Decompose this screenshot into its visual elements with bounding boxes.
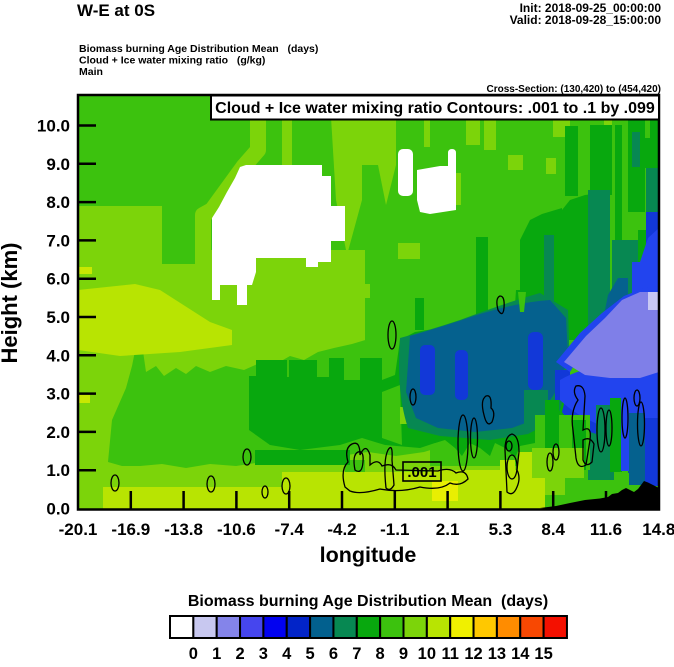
svg-text:Valid: 2018-09-28_15:00:00: Valid: 2018-09-28_15:00:00 — [510, 13, 662, 27]
svg-text:8: 8 — [376, 645, 385, 663]
svg-text:9: 9 — [399, 645, 408, 663]
svg-text:10.0: 10.0 — [37, 117, 70, 136]
svg-text:7.0: 7.0 — [46, 231, 70, 250]
svg-text:-16.9: -16.9 — [111, 520, 150, 539]
svg-text:11: 11 — [441, 645, 458, 663]
svg-text:14: 14 — [511, 645, 530, 663]
svg-text:4: 4 — [282, 645, 292, 663]
svg-text:1.0: 1.0 — [46, 461, 70, 480]
svg-text:8.0: 8.0 — [46, 193, 70, 212]
svg-text:3: 3 — [259, 645, 268, 663]
svg-text:5.0: 5.0 — [46, 308, 70, 327]
svg-text:0.0: 0.0 — [46, 500, 70, 519]
svg-text:Biomass burning Age Distributi: Biomass burning Age Distribution Mean (d… — [188, 593, 548, 610]
svg-text:Height (km): Height (km) — [0, 243, 22, 364]
svg-text:11.6: 11.6 — [590, 520, 622, 539]
svg-text:2: 2 — [235, 645, 244, 663]
svg-text:9.0: 9.0 — [46, 155, 70, 174]
svg-text:3.0: 3.0 — [46, 385, 70, 404]
svg-text:-13.8: -13.8 — [164, 520, 203, 539]
svg-text:2.0: 2.0 — [46, 423, 70, 442]
svg-text:7: 7 — [352, 645, 361, 663]
svg-text:W-E at 0S: W-E at 0S — [77, 1, 155, 20]
svg-text:12: 12 — [464, 645, 482, 663]
svg-text:Main: Main — [79, 66, 103, 78]
svg-text:-20.1: -20.1 — [59, 520, 98, 539]
svg-text:longitude: longitude — [320, 543, 417, 567]
svg-text:5.3: 5.3 — [489, 520, 513, 539]
svg-text:Biomass burning Age Distributi: Biomass burning Age Distribution Mean (d… — [79, 43, 318, 55]
svg-text:-4.2: -4.2 — [327, 520, 356, 539]
svg-text:0: 0 — [189, 645, 198, 663]
svg-text:10: 10 — [418, 645, 436, 663]
svg-text:6: 6 — [329, 645, 338, 663]
svg-text:Cloud + Ice water mixing ratio: Cloud + Ice water mixing ratio Contours:… — [215, 100, 655, 117]
svg-text:-10.6: -10.6 — [217, 520, 256, 539]
svg-text:.001: .001 — [407, 464, 436, 481]
svg-text:8.4: 8.4 — [541, 520, 565, 539]
svg-text:Cross-Section: (130,420) to (4: Cross-Section: (130,420) to (454,420) — [486, 84, 661, 95]
svg-text:15: 15 — [534, 645, 552, 663]
svg-text:-1.1: -1.1 — [380, 520, 409, 539]
svg-text:2.1: 2.1 — [436, 520, 460, 539]
svg-text:5: 5 — [306, 645, 315, 663]
svg-text:13: 13 — [488, 645, 506, 663]
svg-text:4.0: 4.0 — [46, 346, 70, 365]
svg-text:Cloud + Ice water mixing ratio: Cloud + Ice water mixing ratio (g/kg) — [79, 55, 265, 67]
svg-text:Init: 2018-09-25_00:00:00: Init: 2018-09-25_00:00:00 — [520, 1, 662, 15]
svg-text:1: 1 — [212, 645, 221, 663]
svg-text:14.8: 14.8 — [642, 520, 674, 539]
svg-text:-7.4: -7.4 — [275, 520, 305, 539]
svg-text:6.0: 6.0 — [46, 270, 70, 289]
